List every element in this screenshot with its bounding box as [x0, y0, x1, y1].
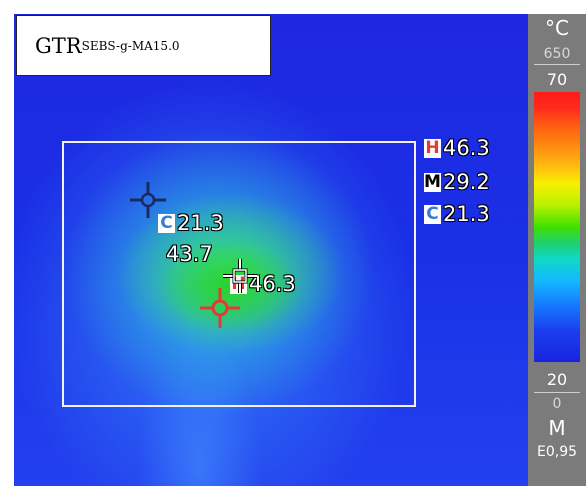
measurement-box[interactable] [62, 141, 416, 407]
cold-spot-crosshair-icon[interactable] [128, 180, 168, 220]
mode-label: M [548, 416, 566, 440]
max-value: 46.3 [443, 136, 490, 160]
cold-spot-reading: C 21.3 [158, 213, 224, 234]
color-palette-bar [534, 92, 580, 362]
mean-tag: M [424, 172, 441, 192]
mean-temperature-reading: M 29.2 [424, 172, 490, 193]
center-spot-crosshair-icon[interactable] [222, 258, 258, 294]
hot-spot-crosshair-icon[interactable] [198, 286, 242, 330]
cold-spot-tag: C [158, 214, 175, 233]
thermal-image: GTR SEBS-g-MA15.0 H 46.3 M 29.2 C 21.3 C … [14, 14, 528, 486]
emissivity-label: E0,95 [536, 444, 578, 460]
scale-divider [534, 64, 580, 65]
span-min-label: 20 [546, 370, 568, 389]
max-temperature-reading: H 46.3 [424, 138, 490, 159]
cold-spot-value: 21.3 [177, 211, 224, 235]
unit-label: °C [545, 16, 569, 40]
temperature-scale-bar: °C 650 70 20 0 M E0,95 [528, 14, 586, 486]
max-tag: H [424, 138, 441, 158]
center-spot-reading: 43.7 [166, 244, 213, 265]
min-value: 21.3 [443, 202, 490, 226]
hot-spot-value: 46.3 [249, 272, 296, 296]
range-min-label: 0 [552, 396, 562, 412]
scale-divider [534, 392, 580, 393]
span-max-label: 70 [546, 70, 568, 89]
sample-label: GTR SEBS-g-MA15.0 [16, 15, 271, 76]
center-spot-value: 43.7 [166, 242, 213, 266]
min-temperature-reading: C 21.3 [424, 204, 490, 225]
mean-value: 29.2 [443, 170, 490, 194]
sample-label-sub: SEBS-g-MA15.0 [81, 38, 180, 53]
range-max-label: 650 [543, 46, 571, 62]
min-tag: C [424, 205, 441, 224]
sample-label-main: GTR [35, 33, 82, 58]
